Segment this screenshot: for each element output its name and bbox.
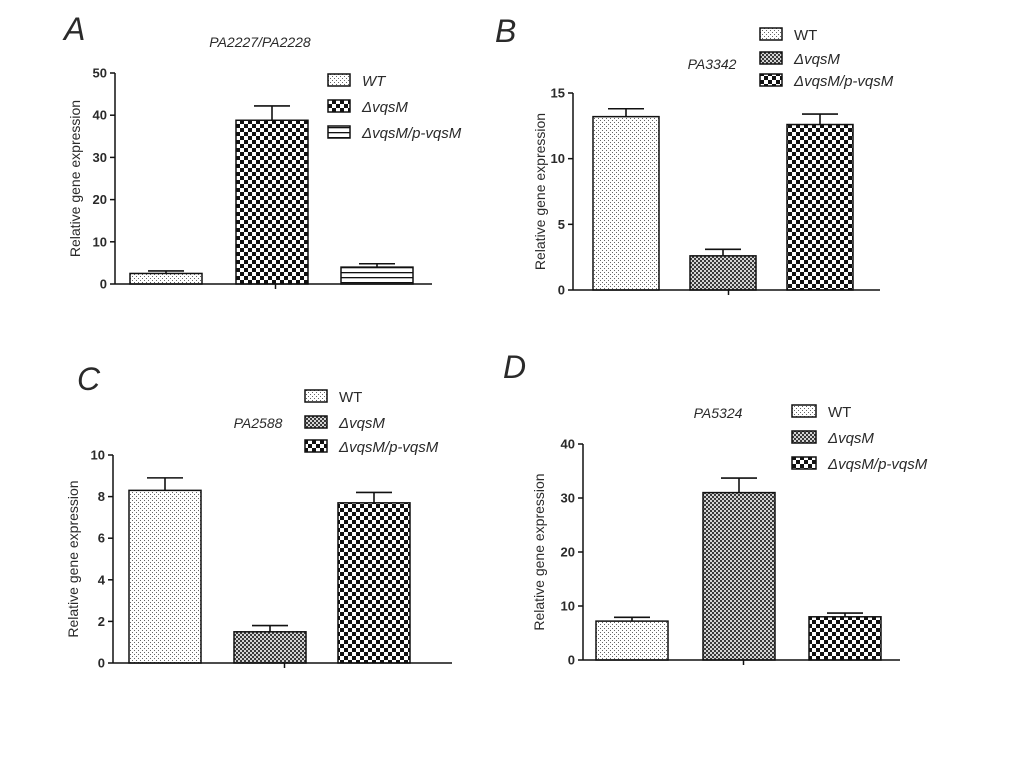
legend-label-3: ΔvqsM/p-vqsM: [827, 456, 928, 473]
y-tick-label: 0: [568, 653, 575, 668]
y-tick-label: 30: [561, 491, 575, 506]
y-tick-label: 30: [93, 150, 107, 165]
legend-swatch-2: [759, 51, 783, 65]
bar-1: [595, 620, 669, 661]
y-tick-label: 5: [558, 217, 565, 232]
y-tick-label: 8: [98, 489, 105, 504]
y-tick-label: 40: [561, 437, 575, 452]
legend-swatch-3: [304, 439, 328, 453]
y-tick-label: 50: [93, 66, 107, 81]
legend-label-3: ΔvqsM/p-vqsM: [361, 125, 462, 142]
y-tick-label: 10: [561, 599, 575, 614]
y-axis-label: Relative gene expression: [65, 480, 81, 637]
legend-label-2: ΔvqsM: [338, 415, 385, 432]
legend-swatch-2: [304, 415, 328, 429]
y-tick-label: 0: [98, 656, 105, 671]
bar-2: [689, 255, 757, 291]
y-tick-label: 10: [93, 234, 107, 249]
y-tick-label: 4: [98, 572, 106, 587]
y-tick-label: 10: [91, 448, 105, 463]
legend-swatch-2: [327, 99, 351, 113]
legend-swatch-3: [759, 73, 783, 87]
y-tick-label: 2: [98, 614, 105, 629]
legend-swatch-1: [791, 404, 817, 418]
legend-swatch-2: [791, 430, 817, 444]
legend-swatch-1: [327, 73, 351, 87]
bar-1: [128, 489, 202, 664]
legend-swatch-1: [759, 27, 783, 41]
chart-title: PA3342: [688, 56, 737, 72]
panel-letter: A: [62, 11, 85, 47]
legend-label-3: ΔvqsM/p-vqsM: [338, 439, 439, 456]
chart-title: PA5324: [694, 405, 743, 421]
panel-letter: B: [495, 13, 516, 49]
legend-label-1: WT: [362, 73, 387, 90]
legend-swatch-1: [304, 389, 328, 403]
legend-label-3: ΔvqsM/p-vqsM: [793, 73, 894, 90]
y-tick-label: 40: [93, 108, 107, 123]
chart-panel-c: C PA2588 Relative gene expression 0 2 4 6 8 10 WT…: [65, 361, 452, 671]
legend-swatch-3: [327, 125, 351, 139]
legend-label-1: WT: [794, 27, 817, 44]
chart-panel-b: B PA3342 Relative gene expression 0 5 10 15 WT Δ…: [495, 13, 894, 298]
y-axis-label: Relative gene expression: [532, 113, 548, 270]
y-tick-label: 6: [98, 531, 105, 546]
bar-1: [129, 272, 203, 285]
legend-label-2: ΔvqsM: [827, 430, 874, 447]
bar-3: [340, 266, 414, 285]
bar-2: [702, 491, 776, 661]
chart-panel-d: D PA5324 Relative gene expression 0 10 20 30 40…: [503, 349, 928, 668]
chart-panel-a: A PA2227/PA2228 Relative gene expression 0 1…: [62, 11, 462, 292]
y-tick-label: 10: [551, 151, 565, 166]
panel-letter: D: [503, 349, 526, 385]
panel-letter: C: [77, 361, 101, 397]
y-tick-label: 15: [551, 86, 565, 101]
y-tick-label: 0: [558, 283, 565, 298]
chart-title: PA2227/PA2228: [209, 34, 311, 50]
chart-title: PA2588: [234, 415, 283, 431]
legend-label-2: ΔvqsM: [793, 51, 840, 68]
bar-1: [592, 115, 660, 291]
legend-label-1: WT: [828, 404, 851, 421]
y-tick-label: 0: [100, 277, 107, 292]
bar-3: [808, 616, 882, 661]
legend-label-2: ΔvqsM: [361, 99, 408, 116]
bar-2: [235, 119, 309, 285]
y-tick-label: 20: [93, 192, 107, 207]
legend-swatch-3: [791, 456, 817, 470]
bar-2: [233, 631, 307, 664]
y-axis-label: Relative gene expression: [67, 100, 83, 257]
bar-3: [786, 123, 854, 291]
y-tick-label: 20: [561, 545, 575, 560]
bar-3: [337, 502, 411, 664]
legend-label-1: WT: [339, 389, 362, 406]
y-axis-label: Relative gene expression: [531, 473, 547, 630]
